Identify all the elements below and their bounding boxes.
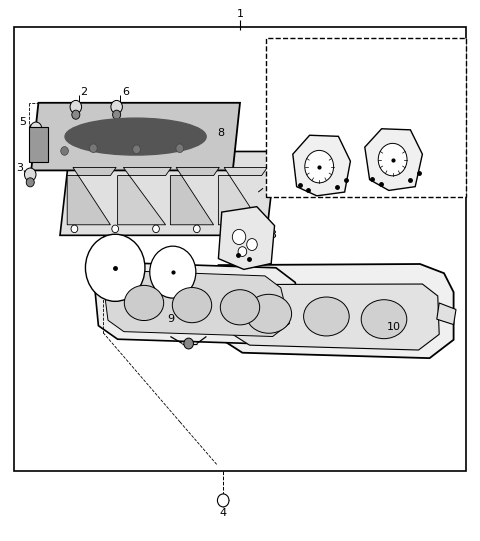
Polygon shape (214, 284, 439, 350)
Circle shape (150, 246, 196, 298)
Text: 12: 12 (182, 282, 197, 292)
Circle shape (32, 132, 40, 141)
Text: 2: 2 (81, 87, 87, 97)
Bar (266, 38, 466, 197)
Polygon shape (103, 270, 289, 337)
Circle shape (132, 145, 140, 154)
Polygon shape (60, 151, 276, 235)
Text: 14: 14 (398, 106, 413, 116)
Text: 9: 9 (167, 314, 174, 324)
Circle shape (184, 338, 193, 349)
Circle shape (238, 247, 247, 256)
Circle shape (111, 101, 122, 114)
Circle shape (112, 225, 119, 233)
Ellipse shape (124, 286, 164, 320)
Ellipse shape (65, 118, 206, 155)
Circle shape (232, 229, 246, 245)
Polygon shape (94, 262, 305, 345)
Polygon shape (67, 168, 116, 225)
Circle shape (113, 110, 120, 119)
Polygon shape (31, 103, 240, 170)
Circle shape (30, 122, 42, 135)
Text: 15: 15 (324, 122, 338, 132)
Circle shape (234, 225, 241, 233)
Text: 7: 7 (265, 182, 272, 192)
Circle shape (153, 225, 159, 233)
Circle shape (305, 150, 334, 183)
Text: 4: 4 (220, 508, 227, 518)
Polygon shape (204, 264, 454, 358)
Polygon shape (365, 129, 422, 190)
Circle shape (176, 144, 184, 153)
Ellipse shape (361, 300, 407, 339)
Text: 1: 1 (237, 9, 243, 18)
Circle shape (70, 101, 82, 114)
Text: (W/O TACHOMETER): (W/O TACHOMETER) (271, 43, 372, 52)
Text: 3: 3 (17, 163, 24, 173)
Polygon shape (293, 135, 350, 196)
Text: 8: 8 (217, 128, 224, 137)
Polygon shape (118, 168, 171, 225)
Circle shape (89, 144, 97, 153)
Circle shape (24, 168, 36, 181)
Text: 5: 5 (20, 117, 26, 127)
Bar (29, 127, 48, 162)
Circle shape (378, 143, 407, 176)
Polygon shape (170, 168, 219, 225)
Text: 13: 13 (264, 230, 278, 240)
Ellipse shape (172, 288, 212, 322)
Ellipse shape (220, 290, 260, 325)
Circle shape (193, 225, 200, 233)
Circle shape (60, 147, 69, 155)
Text: 6: 6 (122, 87, 129, 97)
Circle shape (71, 225, 78, 233)
Circle shape (26, 178, 34, 187)
Circle shape (72, 110, 80, 119)
Polygon shape (218, 168, 267, 225)
Ellipse shape (304, 297, 349, 336)
Circle shape (247, 239, 257, 250)
Circle shape (85, 234, 145, 301)
Text: 11: 11 (108, 274, 122, 283)
Polygon shape (218, 207, 275, 269)
Polygon shape (437, 303, 456, 325)
Circle shape (217, 494, 229, 507)
Text: 10: 10 (386, 322, 401, 332)
Bar (14, 27, 466, 471)
Ellipse shape (246, 294, 292, 333)
